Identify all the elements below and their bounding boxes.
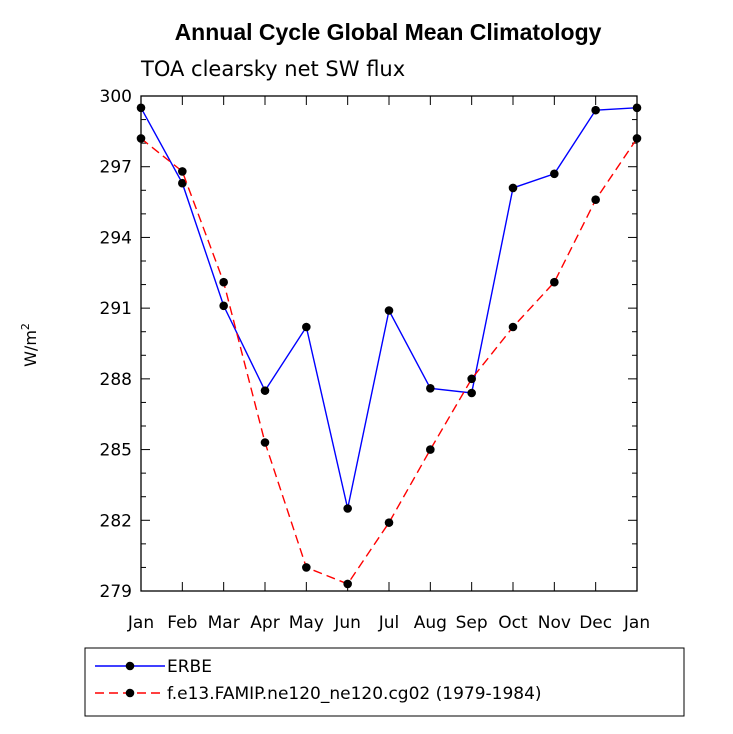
x-tick-label: Jun [333, 613, 361, 633]
legend-box [84, 647, 685, 717]
data-point [343, 504, 352, 513]
y-tick-label: 279 [100, 582, 132, 602]
data-point [219, 301, 228, 311]
data-point [508, 322, 518, 332]
series-1 [136, 103, 642, 513]
data-point [632, 103, 642, 113]
data-point [550, 277, 559, 287]
series-line [140, 137, 638, 585]
x-tick-label: Sep [456, 613, 488, 633]
data-point [219, 277, 228, 287]
chart-title: Annual Cycle Global Mean Climatology [175, 19, 602, 45]
x-tick-label: Aug [414, 613, 447, 633]
legend-marker [125, 661, 135, 671]
series-2 [136, 134, 642, 589]
x-tick-label: Apr [250, 613, 279, 633]
y-axis-label: W/m2 [19, 323, 40, 367]
data-point [384, 518, 394, 527]
legend-label: f.e13.FAMIP.ne120_ne120.cg02 (1979-1984) [167, 684, 542, 704]
data-point [302, 563, 311, 572]
data-point [136, 103, 146, 113]
y-axis-label-superscript: 2 [19, 323, 32, 330]
data-point [426, 445, 435, 454]
data-point [591, 105, 600, 115]
data-point [632, 134, 642, 143]
plot-frame [140, 95, 638, 592]
data-point [426, 383, 435, 393]
data-point [260, 386, 270, 395]
y-tick-label: 297 [100, 158, 132, 178]
chart-subtitle: TOA clearsky net SW flux [140, 57, 405, 81]
data-point [508, 183, 518, 193]
data-point [302, 322, 311, 332]
y-tick-label: 294 [100, 228, 132, 248]
data-point [591, 195, 600, 205]
data-point [343, 579, 352, 589]
legend-label: ERBE [167, 657, 212, 677]
legend-marker [125, 688, 135, 698]
data-point [384, 306, 394, 315]
x-tick-label: Jan [127, 613, 154, 633]
y-tick-label: 285 [100, 441, 132, 461]
y-tick-label: 282 [100, 511, 132, 531]
data-point [467, 388, 476, 398]
y-tick-label: 288 [100, 370, 132, 390]
x-tick-label: Jan [623, 613, 650, 633]
y-tick-label: 291 [100, 299, 132, 319]
data-point [467, 374, 476, 384]
data-point [178, 167, 187, 176]
axes: 279 282 285 288 291 294 297 300 Jan Feb Mar Apr May J… [100, 87, 651, 633]
x-tick-label: Nov [538, 613, 571, 633]
data-point [550, 169, 559, 179]
series-layer [136, 103, 642, 589]
y-tick-label: 300 [100, 87, 132, 107]
x-tick-label: Oct [498, 613, 528, 633]
x-tick-label: Feb [167, 613, 197, 633]
y-axis-label-text: W/m [21, 330, 40, 367]
x-tick-label: Jul [378, 613, 400, 633]
data-point [260, 438, 270, 447]
x-tick-label: Dec [579, 613, 612, 633]
data-point [136, 134, 146, 143]
legend: ERBE f.e13.FAMIP.ne120_ne120.cg02 (1979-1… [95, 657, 542, 704]
x-tick-label: Mar [208, 613, 240, 633]
x-tick-label: May [289, 613, 324, 633]
data-point [178, 178, 187, 188]
